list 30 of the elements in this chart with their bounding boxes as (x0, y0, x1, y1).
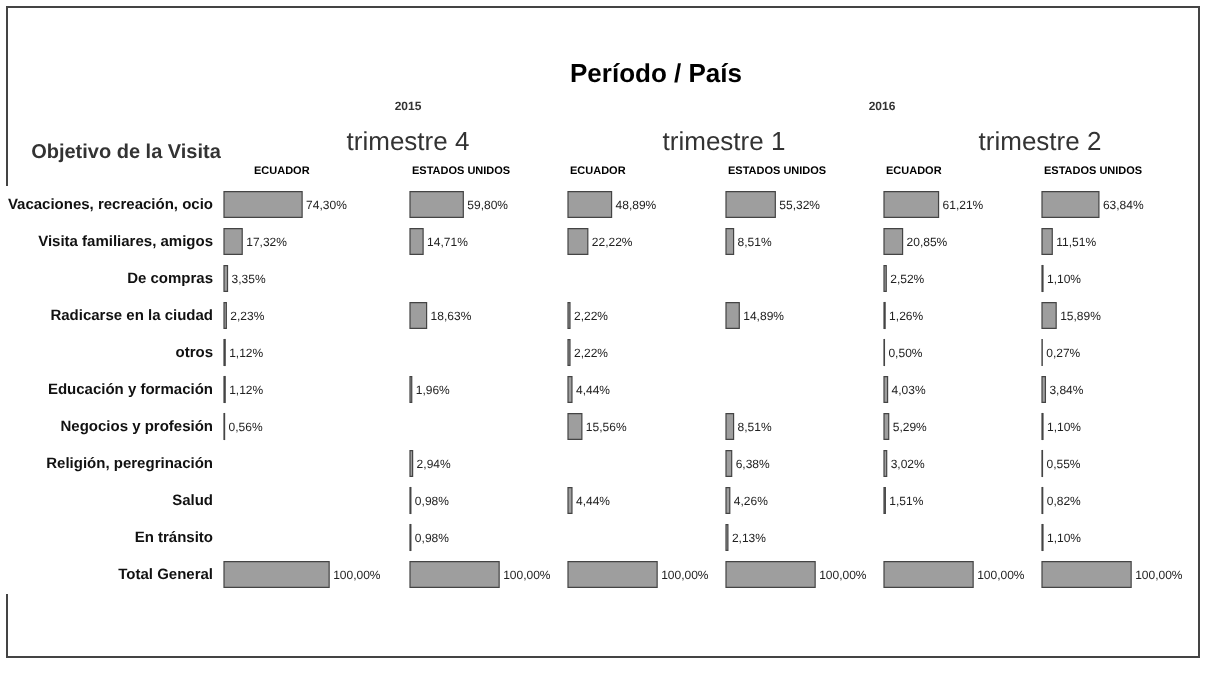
bar (223, 190, 303, 219)
bar (883, 560, 974, 589)
bar (1041, 560, 1132, 589)
text: trimestre 4 (344, 126, 472, 156)
bar (725, 412, 735, 441)
bar (883, 412, 890, 441)
bar (883, 227, 904, 256)
bar (223, 227, 243, 256)
bar (409, 301, 428, 330)
bar (567, 190, 613, 219)
bar (409, 190, 464, 219)
chart-title: Período / País (570, 58, 742, 88)
bar (725, 301, 740, 330)
bar (725, 190, 776, 219)
bar (567, 560, 658, 589)
bar (1041, 301, 1057, 330)
bar (409, 560, 500, 589)
bar (725, 227, 735, 256)
bar (409, 227, 424, 256)
bar (1041, 190, 1100, 219)
bar (567, 412, 583, 441)
bar (223, 560, 330, 589)
bar (725, 449, 733, 478)
bar (725, 560, 816, 589)
bar (567, 227, 589, 256)
bar (883, 190, 940, 219)
y-axis-title: Objetivo de la Visita (29, 142, 223, 164)
text: trimestre 2 (976, 126, 1104, 156)
text: trimestre 1 (660, 126, 788, 156)
bar (1041, 227, 1053, 256)
